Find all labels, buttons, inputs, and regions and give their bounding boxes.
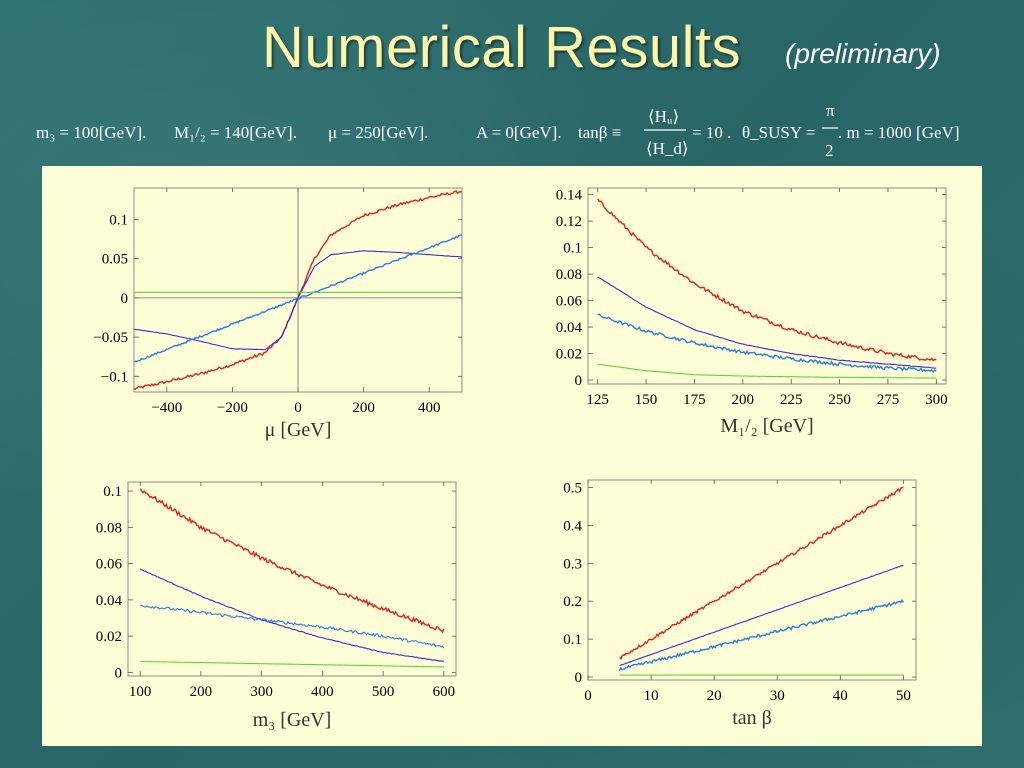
parameter-formula: m₃ = 100[GeV]. M₁/₂ = 140[GeV]. μ = 250[…	[36, 101, 959, 160]
x-tick-label: 600	[433, 684, 456, 700]
series-line-green	[597, 363, 937, 379]
y-tick-label: 0.14	[556, 188, 583, 204]
y-tick-label: 0.3	[563, 556, 582, 572]
x-axis-label: M₁/₂ [GeV]	[720, 415, 813, 437]
series-line-blue	[140, 604, 445, 649]
series-line-purple	[619, 564, 904, 666]
y-tick-label: 0.1	[103, 484, 122, 500]
plot-frame	[587, 187, 947, 385]
series-line-red	[619, 486, 904, 660]
chart-4: 0 10 20 30 40 50 0 0.1 0.2 0.3 0.4 0.5 tan β	[563, 479, 917, 729]
chart-1: −400 −200 0 200 400 −0.1 −0.05 0 0.05 0.1 μ [GeV]	[93, 187, 463, 441]
y-tick-label: 0	[575, 670, 583, 686]
param-frac-den: ⟨H_d⟩	[646, 139, 689, 158]
param-m3: m₃ = 100[GeV].	[36, 123, 146, 142]
x-tick-label: 20	[707, 688, 722, 704]
param-tanb-rhs: = 10 .	[692, 123, 731, 142]
y-tick-label: 0.04	[556, 320, 583, 336]
x-tick-label: 40	[833, 688, 848, 704]
y-tick-label: 0.06	[96, 557, 123, 573]
series-line-green	[140, 660, 444, 668]
plot-frame	[127, 481, 457, 677]
x-tick-label: −400	[151, 400, 182, 416]
x-tick-label: 175	[683, 392, 706, 408]
x-tick-label: 200	[190, 684, 213, 700]
y-tick-label: 0.08	[96, 520, 122, 536]
series-line-red	[139, 488, 445, 634]
series-line-blue	[133, 234, 463, 363]
series-line-blue	[597, 313, 937, 373]
y-tick-label: 0	[575, 373, 583, 389]
y-tick-label: 0.1	[563, 632, 582, 648]
x-tick-label: 300	[250, 684, 273, 700]
param-pi-den: 2	[825, 141, 834, 160]
x-tick-label: 150	[635, 392, 658, 408]
slide-subtitle: (preliminary)	[785, 38, 941, 69]
x-axis-label: μ [GeV]	[265, 419, 332, 441]
series-line-purple	[139, 568, 445, 663]
param-tanb-lhs: tanβ ≡	[578, 123, 621, 142]
x-tick-label: 50	[896, 688, 911, 704]
x-tick-label: 250	[828, 392, 851, 408]
y-tick-label: 0.02	[556, 347, 582, 363]
plot-frame	[587, 479, 917, 681]
param-M12: M₁/₂ = 140[GeV].	[174, 123, 297, 142]
x-tick-label: 0	[584, 688, 592, 704]
x-tick-label: 0	[294, 400, 302, 416]
x-tick-label: 400	[311, 684, 334, 700]
y-tick-label: 0.2	[563, 594, 582, 610]
x-tick-label: 225	[780, 392, 803, 408]
x-tick-label: 275	[877, 392, 900, 408]
x-tick-label: 200	[352, 400, 375, 416]
x-tick-label: 200	[732, 392, 755, 408]
y-tick-label: 0.02	[96, 629, 122, 645]
y-tick-label: 0.05	[102, 252, 128, 268]
x-tick-label: 100	[129, 684, 152, 700]
y-tick-label: 0.1	[109, 212, 128, 228]
plots-panel: −400 −200 0 200 400 −0.1 −0.05 0 0.05 0.1 μ [GeV] 1…	[42, 166, 982, 746]
x-axis-label: m₃ [GeV]	[253, 709, 332, 731]
x-tick-label: 400	[418, 400, 441, 416]
series-line-blue	[618, 598, 904, 672]
series-line-red	[597, 198, 937, 362]
y-tick-label: 0.06	[556, 294, 583, 310]
param-frac-num: ⟨Hᵤ⟩	[648, 107, 679, 126]
chart-3: 100 200 300 400 500 600 0 0.02 0.04 0.06 0.08 0.1 m₃…	[96, 481, 457, 731]
x-tick-label: 10	[644, 688, 659, 704]
param-A: A = 0[GeV].	[476, 123, 562, 142]
y-tick-label: 0	[115, 665, 123, 681]
chart-2: 125 150 175 200 225 250 275 300 0 0.02 0.04 0.06 0.0…	[556, 187, 948, 437]
x-tick-label: 125	[586, 392, 609, 408]
x-tick-label: 500	[372, 684, 395, 700]
x-tick-label: −200	[217, 400, 248, 416]
y-tick-label: 0.4	[563, 518, 582, 534]
x-tick-label: 30	[770, 688, 785, 704]
y-tick-label: 0.5	[563, 481, 582, 497]
x-axis-label: tan β	[732, 707, 772, 729]
param-theta-lhs: θ_SUSY =	[742, 123, 815, 142]
y-tick-label: 0.1	[563, 241, 582, 257]
y-tick-label: −0.05	[93, 330, 128, 346]
y-tick-label: −0.1	[101, 369, 128, 385]
y-tick-label: 0.12	[556, 214, 582, 230]
param-pi-num: π	[826, 101, 835, 120]
param-mu: μ = 250[GeV].	[328, 123, 428, 142]
param-m: . m = 1000 [GeV]	[838, 123, 959, 142]
slide-title: Numerical Results	[262, 15, 742, 80]
y-tick-label: 0.04	[96, 593, 123, 609]
y-tick-label: 0	[121, 291, 129, 307]
y-tick-label: 0.08	[556, 267, 582, 283]
series-line-purple	[597, 276, 937, 369]
x-tick-label: 300	[925, 392, 948, 408]
